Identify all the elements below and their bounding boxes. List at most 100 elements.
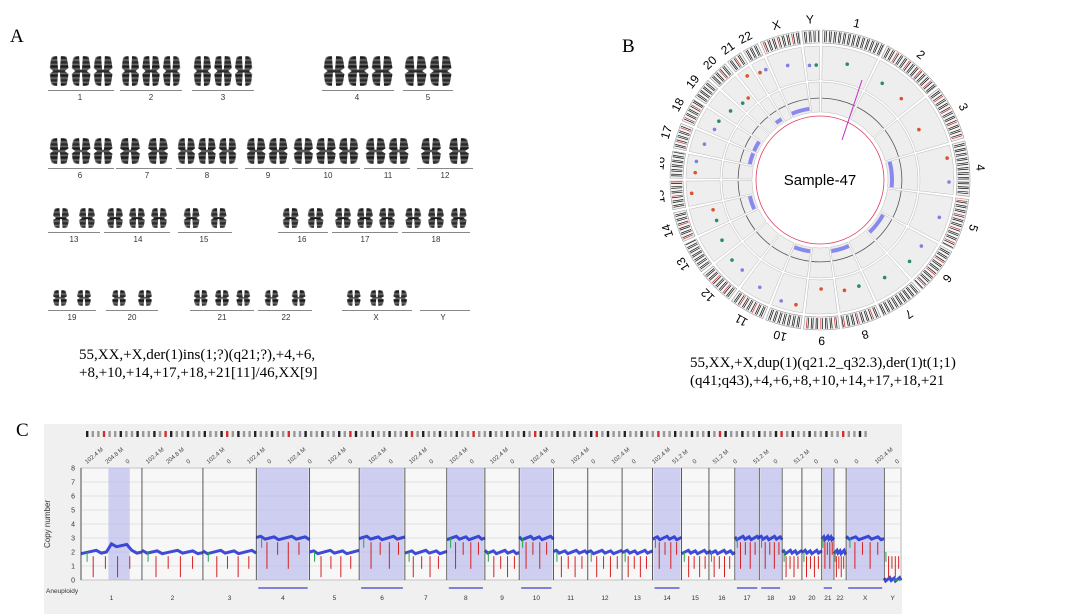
cnv-chr-label-7: 7: [424, 595, 428, 602]
cnv-chr-label-21: 21: [824, 595, 832, 602]
circos-label-x: X: [771, 17, 783, 33]
cnv-top-tick: 0: [267, 458, 274, 465]
cnv-chr-label-18: 18: [767, 595, 775, 602]
chromosome-15-label: 15: [199, 235, 209, 244]
chromosome-17-baseline: [332, 232, 398, 233]
cnv-chr-label-10: 10: [533, 595, 541, 602]
cnv-chr-label-13: 13: [634, 595, 642, 602]
chromosome-7-baseline: [116, 168, 172, 169]
chromosome-21-image: [190, 290, 254, 306]
chromosome-22-baseline: [258, 310, 312, 311]
cnv-chr-5: 5: [309, 468, 360, 602]
circos-label-2: 2: [914, 47, 928, 62]
circos-inner-circle: [755, 115, 885, 245]
chromosome-19-image: [48, 290, 96, 306]
chromosome-8-image: [176, 138, 238, 164]
karyotype-notation: 55,XX,+X,der(1)ins(1;?)(q21;?),+4,+6, +8…: [79, 346, 318, 382]
cnv-top-tick: 0: [854, 458, 861, 465]
chromosome-9-image: [245, 138, 289, 164]
circos-chr-15: 15: [660, 180, 754, 211]
chromosome-20-baseline: [106, 310, 158, 311]
panel-c-letter: C: [16, 420, 29, 441]
circos-line-1: 55,XX,+X,dup(1)(q21.2_q32.3),der(1)t(1;1…: [690, 355, 956, 371]
cnv-top-tick: 0: [510, 458, 517, 465]
circos-label-18: 18: [669, 95, 688, 114]
cnv-top-tick: 0: [631, 458, 638, 465]
cnv-chr-label-17: 17: [743, 595, 751, 602]
circos-label-9: 9: [818, 334, 825, 348]
chromosome-10-baseline: [292, 168, 360, 169]
cnv-chr-label-20: 20: [808, 595, 816, 602]
circos-label-17: 17: [660, 124, 675, 141]
cnv-chr-label-8: 8: [464, 595, 468, 602]
cnv-top-tick: 0: [307, 458, 314, 465]
cnv-y-tick: 5: [71, 508, 75, 515]
chromosome-18-label: 18: [431, 235, 441, 244]
circos-label-13: 13: [673, 255, 692, 274]
circos-chr-21: 21: [718, 38, 785, 127]
circos-label-3: 3: [956, 101, 972, 114]
chromosome-22-label: 22: [281, 313, 291, 322]
chromosome-y-image: [420, 290, 470, 306]
cnv-chr-4: 4: [255, 468, 311, 602]
chromosome-18-image: [402, 208, 470, 228]
chromosome-14-label: 14: [133, 235, 143, 244]
cnv-y-tick: 0: [71, 578, 75, 585]
chromosome-20-image: [106, 290, 158, 306]
chromosome-21-baseline: [190, 310, 254, 311]
chromosome-16-image: [278, 208, 328, 228]
chromosome-16-label: 16: [297, 235, 307, 244]
cnv-y-tick: 1: [71, 564, 75, 571]
circos-label-14: 14: [660, 222, 676, 239]
chromosome-14-image: [104, 208, 170, 228]
cnv-ideogram-strip: [86, 431, 867, 437]
chromosome-2-baseline: [120, 90, 182, 91]
circos-label-22: 22: [736, 28, 755, 47]
cnv-chr-label-11: 11: [567, 595, 574, 602]
circos-chr-7: 7: [848, 230, 921, 322]
circos-chr-22: 22: [736, 28, 793, 122]
circos-chr-3: 3: [873, 87, 972, 162]
circos-label-16: 16: [660, 156, 668, 171]
chromosome-7-image: [116, 138, 172, 164]
cnv-top-tick: 0: [388, 458, 395, 465]
chromosome-8-label: 8: [204, 171, 210, 180]
circos-chr-4: 4: [885, 140, 988, 197]
chromosome-16-baseline: [278, 232, 328, 233]
cnv-segments: 1 2 3 4 5 6 7 8 9 10 11 12 13 14 15 16 17 18 19 20 21 22 X Y: [80, 468, 903, 602]
cnv-chr-13: 13: [621, 468, 654, 602]
circos-chr-14: 14: [660, 194, 759, 243]
circos-label-20: 20: [700, 53, 720, 73]
cnv-chr-19: 19: [781, 468, 803, 602]
circos-chr-18: 18: [669, 95, 763, 154]
cnv-chr-y: Y: [882, 468, 903, 602]
cnv-chr-label-5: 5: [333, 595, 337, 602]
circos-chr-16: 16: [660, 150, 754, 180]
cnv-chr-label-15: 15: [692, 595, 700, 602]
cnv-chr-1: 1: [80, 468, 143, 602]
cnv-chr-9: 9: [483, 468, 520, 602]
circos-chr-9: 9: [803, 247, 840, 348]
chromosome-14-baseline: [104, 232, 170, 233]
karyotype-line-2: +8,+10,+14,+17,+18,+21[11]/46,XX[9]: [79, 365, 318, 381]
circos-chr-x: X: [760, 17, 811, 118]
cnv-top-tick: 0: [186, 458, 193, 465]
chromosome-y-baseline: [420, 310, 470, 311]
chromosome-4-image: [322, 56, 394, 86]
circos-label-11: 11: [732, 311, 750, 329]
chromosome-18-baseline: [402, 232, 470, 233]
cnv-top-tick: 0: [226, 458, 233, 465]
chromosome-1-label: 1: [77, 93, 83, 102]
circos-label-10: 10: [772, 327, 789, 344]
cnv-top-tick: 0: [125, 458, 132, 465]
cnv-chr-label-19: 19: [788, 595, 796, 602]
cnv-top-tick: 0: [834, 458, 841, 465]
chromosome-2-image: [120, 56, 182, 86]
karyotype-line-1: 55,XX,+X,der(1)ins(1;?)(q21;?),+4,+6,: [79, 347, 316, 363]
circos-label-19: 19: [683, 72, 702, 91]
cnv-chr-16: 16: [707, 468, 736, 602]
cnv-chr-18: 18: [758, 468, 784, 602]
cnv-chr-8: 8: [446, 468, 486, 602]
chromosome-3-image: [192, 56, 254, 86]
cnv-top-tick: 0: [550, 458, 557, 465]
